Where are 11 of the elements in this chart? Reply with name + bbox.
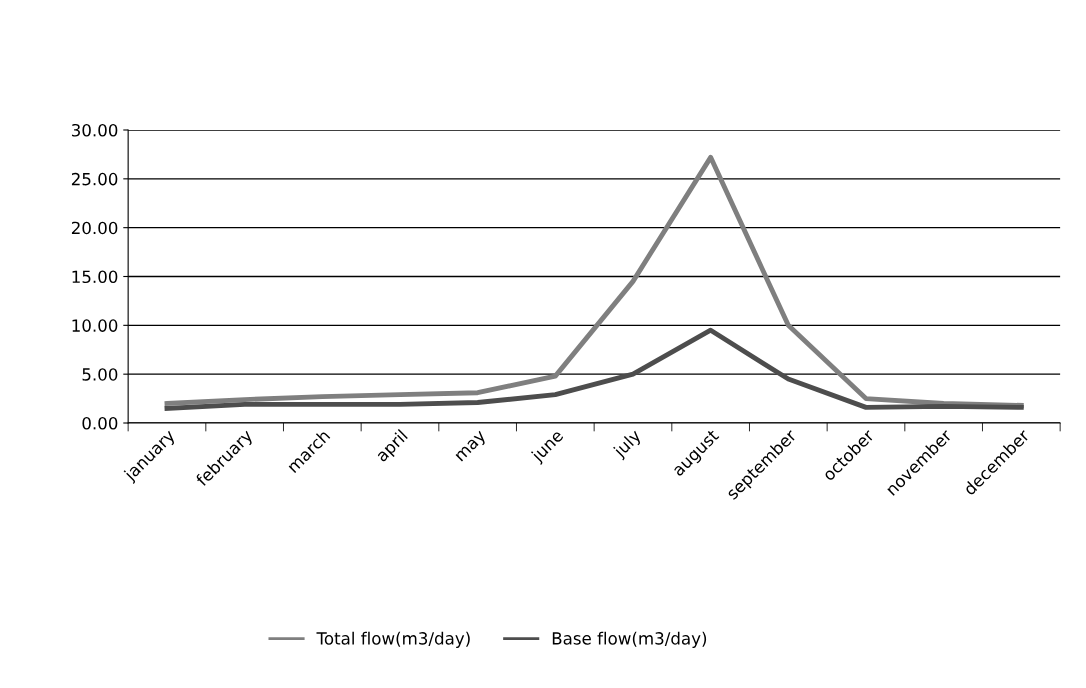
line-series bbox=[164, 154, 1024, 408]
y-tick-label: 30.00 bbox=[71, 123, 118, 137]
line-series bbox=[164, 327, 1024, 411]
y-tick-label: 10.00 bbox=[72, 319, 118, 332]
legend-label: Total flow(m3/day) bbox=[316, 631, 470, 648]
y-tick-label: 0.00 bbox=[82, 416, 118, 430]
legend-label: Base flow(m3/day) bbox=[552, 631, 707, 648]
y-tick-label: 25.00 bbox=[71, 172, 118, 186]
y-tick-label: 5.00 bbox=[82, 368, 118, 381]
y-tick-label: 20.00 bbox=[71, 221, 118, 235]
y-tick-label: 15.00 bbox=[72, 270, 118, 284]
